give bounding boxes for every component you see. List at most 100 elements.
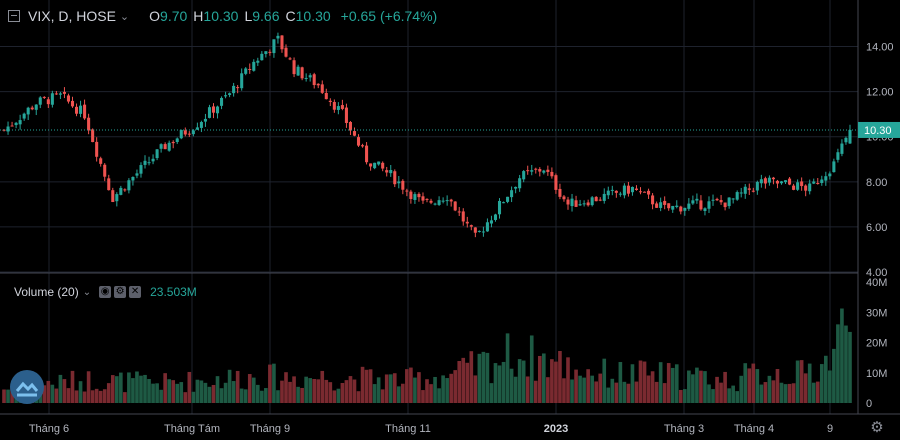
volume-bar [533,380,538,403]
volume-bar [110,375,115,403]
volume-bar [98,390,103,403]
volume-bar [119,372,123,403]
candle-body [449,199,453,202]
price-candles[interactable] [2,32,852,238]
candle-body [788,178,792,185]
candle-body [14,122,18,126]
volume-bar [711,389,715,403]
time-tick-label: Tháng 11 [385,423,431,435]
candle-body [659,202,663,208]
gear-icon[interactable]: ⚙ [870,419,884,436]
last-price-label: 10.30 [858,121,900,138]
candle-body [2,129,6,131]
candle-body [510,190,514,198]
volume-bar [332,390,337,403]
volume-bar [223,382,228,403]
settings-icon[interactable]: ⚙ [114,286,127,298]
volume-bar [251,377,256,403]
candle-body [6,126,10,132]
candle-body [421,196,425,201]
volume-bar [751,363,756,403]
chevron-down-icon[interactable]: ⌄ [119,10,130,23]
candle-body [779,181,784,184]
candle-body [767,177,771,183]
tradingview-logo-icon[interactable] [10,370,44,404]
candle-body [405,190,409,192]
candle-body [409,191,413,199]
volume-bar [602,358,607,403]
volume-bar [62,379,67,403]
candle-body [558,188,562,197]
volume-label[interactable]: Volume (20) [14,285,79,299]
candle-body [437,200,441,205]
candle-body [715,198,719,201]
candle-body [111,190,115,203]
volume-bar [175,383,180,403]
volume-bar [417,372,421,403]
collapse-icon[interactable] [8,10,20,22]
candle-body [115,194,119,202]
candle-body [671,205,675,210]
volume-bar [795,360,800,403]
volume-bar [650,371,655,403]
volume-bar [763,382,768,403]
low-label: L [244,8,253,24]
volume-bar [666,363,671,403]
volume-axis[interactable]: 40M 30M 20M 10M 0 [866,277,887,410]
volume-bar [276,390,280,403]
volume-bar [703,371,707,403]
candle-body [530,170,534,172]
candle-body [792,185,796,190]
volume-bar [376,377,381,403]
candle-body [683,207,687,211]
time-axis[interactable]: Tháng 6 Tháng Tám Tháng 9 Tháng 11 2023 Tháng… [29,423,833,435]
volume-bar [743,363,748,403]
candle-body [828,173,832,177]
time-tick-label: Tháng 9 [250,423,290,435]
volume-bar [183,392,188,403]
volume-bar [566,357,570,403]
candle-body [272,39,276,54]
price-tick-label: 14.00 [866,42,894,54]
volume-bar [272,363,276,403]
volume-bar [525,376,530,403]
candle-body [224,95,228,97]
candle-body [546,169,550,172]
candle-body [586,202,590,206]
volume-value: 23.503M [150,285,197,299]
high-label: H [193,8,204,24]
candle-body [562,196,566,200]
candle-body [453,201,457,211]
volume-bar [288,381,292,403]
candle-body [622,185,626,196]
candle-body [50,93,54,105]
volume-bar [123,392,127,403]
volume-bar [58,374,63,403]
eye-icon[interactable]: ◉ [99,286,112,298]
candle-body [332,101,336,110]
symbol-label[interactable]: VIX, D, HOSE [28,8,116,24]
volume-bar [546,377,550,403]
candle-body [719,200,723,203]
candle-body [248,68,252,70]
volume-bar [803,373,808,403]
volume-tick-label: 0 [866,398,872,410]
volume-bar [683,389,687,403]
volume-bar [433,376,437,403]
volume-bar [66,388,71,403]
volume-bar [243,389,248,403]
candle-body [804,185,808,191]
candle-body [352,131,357,136]
candle-body [638,191,643,193]
volume-bar [723,371,727,403]
candle-body [751,190,755,192]
close-icon[interactable]: ✕ [129,286,142,298]
chevron-down-icon[interactable]: ⌄ [82,286,92,298]
candle-body [340,105,344,109]
volume-bar [255,384,260,403]
candle-body [377,161,381,165]
volume-bar [461,357,466,403]
volume-bar [550,359,554,403]
